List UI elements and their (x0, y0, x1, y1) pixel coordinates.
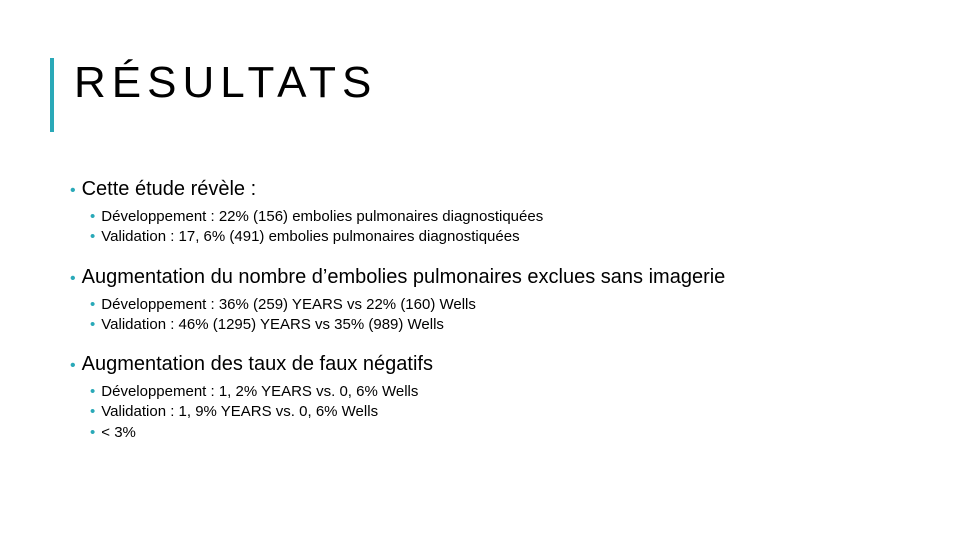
list-item: • Développement : 22% (156) embolies pul… (90, 207, 910, 227)
list-item-text: Validation : 1, 9% YEARS vs. 0, 6% Wells (101, 402, 378, 422)
slide-container: RÉSULTATS • Cette étude révèle : • Dével… (0, 0, 960, 540)
list-item-text: Développement : 22% (156) embolies pulmo… (101, 207, 543, 227)
bullet-icon: • (70, 357, 76, 375)
slide-title: RÉSULTATS (74, 58, 377, 108)
list-item: • Développement : 1, 2% YEARS vs. 0, 6% … (90, 382, 910, 402)
list-item-text: Validation : 46% (1295) YEARS vs 35% (98… (101, 315, 444, 335)
list-item-text: < 3% (101, 423, 136, 443)
bullet-icon: • (90, 315, 95, 335)
bullet-icon: • (90, 295, 95, 315)
bullet-icon: • (90, 382, 95, 402)
list-item-text: Validation : 17, 6% (491) embolies pulmo… (101, 227, 519, 247)
list-item-text: Développement : 1, 2% YEARS vs. 0, 6% We… (101, 382, 418, 402)
section-heading-text: Augmentation des taux de faux négatifs (82, 353, 433, 376)
slide-body: • Cette étude révèle : • Développement :… (70, 178, 910, 461)
bullet-icon: • (70, 182, 76, 200)
bullet-icon: • (90, 207, 95, 227)
section-items: • Développement : 1, 2% YEARS vs. 0, 6% … (90, 382, 910, 443)
bullet-icon: • (90, 402, 95, 422)
list-item: • Développement : 36% (259) YEARS vs 22%… (90, 295, 910, 315)
title-accent-bar (50, 58, 54, 132)
section-heading: • Augmentation des taux de faux négatifs (70, 353, 910, 376)
list-item: • Validation : 17, 6% (491) embolies pul… (90, 227, 910, 247)
list-item-text: Développement : 36% (259) YEARS vs 22% (… (101, 295, 476, 315)
section-heading-text: Augmentation du nombre d’embolies pulmon… (82, 266, 726, 289)
section-items: • Développement : 22% (156) embolies pul… (90, 207, 910, 248)
bullet-icon: • (90, 227, 95, 247)
section-heading-text: Cette étude révèle : (82, 178, 257, 201)
bullet-icon: • (90, 423, 95, 443)
bullet-icon: • (70, 270, 76, 288)
section-items: • Développement : 36% (259) YEARS vs 22%… (90, 295, 910, 336)
section-heading: • Cette étude révèle : (70, 178, 910, 201)
list-item: • Validation : 46% (1295) YEARS vs 35% (… (90, 315, 910, 335)
list-item: • Validation : 1, 9% YEARS vs. 0, 6% Wel… (90, 402, 910, 422)
list-item: • < 3% (90, 423, 910, 443)
section-heading: • Augmentation du nombre d’embolies pulm… (70, 266, 910, 289)
